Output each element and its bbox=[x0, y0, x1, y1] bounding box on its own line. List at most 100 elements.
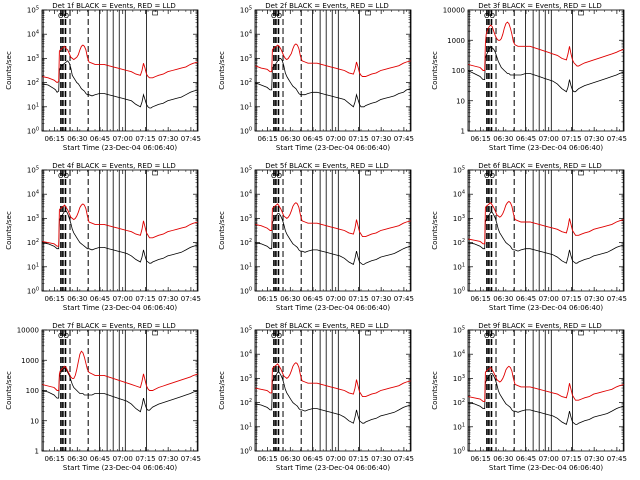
lld-series-red bbox=[467, 200, 625, 245]
x-tick-label: 07:30 bbox=[158, 455, 178, 463]
x-tick-label: 07:15 bbox=[561, 455, 581, 463]
y-tick-label: 101 bbox=[27, 102, 39, 111]
y-tick-label: 100 bbox=[240, 287, 252, 296]
oo-marker-text: OO bbox=[484, 12, 496, 20]
box-marker bbox=[365, 330, 371, 336]
y-tick-label: 102 bbox=[453, 238, 465, 247]
y-axis-label: Counts/sec bbox=[431, 51, 439, 90]
panel-title: Det 9f BLACK = Events, RED = LLD bbox=[478, 322, 601, 330]
x-tick-label: 07:15 bbox=[348, 135, 368, 143]
y-tick-label: 101 bbox=[453, 262, 465, 271]
x-tick-label: 07:45 bbox=[181, 455, 201, 463]
y-tick-label: 10000 bbox=[443, 7, 465, 15]
panel-2: Det 2f BLACK = Events, RED = LLD Counts/s… bbox=[218, 2, 414, 152]
y-tick-label: 102 bbox=[240, 238, 252, 247]
lld-series-red bbox=[467, 21, 625, 71]
y-tick-label: 104 bbox=[240, 30, 252, 39]
x-tick-label: 07:45 bbox=[394, 295, 414, 303]
x-tick-label: 07:00 bbox=[539, 455, 559, 463]
x-tick-label: 06:15 bbox=[44, 295, 64, 303]
box-marker bbox=[152, 330, 158, 336]
y-tick-label: 104 bbox=[240, 350, 252, 359]
x-tick-label: 06:30 bbox=[67, 455, 87, 463]
x-tick-label: 06:15 bbox=[257, 455, 277, 463]
y-tick-label: 104 bbox=[27, 190, 39, 199]
box-marker bbox=[152, 170, 158, 176]
events-series-black bbox=[41, 60, 199, 109]
panel-4: Det 4f BLACK = Events, RED = LLD Counts/s… bbox=[5, 162, 201, 312]
x-tick-label: 07:45 bbox=[181, 135, 201, 143]
events-series-black bbox=[467, 211, 625, 264]
panel-7: Det 7f BLACK = Events, RED = LLD Counts/s… bbox=[5, 322, 201, 472]
x-tick-label: 07:15 bbox=[561, 135, 581, 143]
x-tick-label: 06:30 bbox=[280, 295, 300, 303]
x-tick-label: 06:30 bbox=[67, 135, 87, 143]
y-axis-label: Counts/sec bbox=[431, 371, 439, 410]
y-tick-label: 1 bbox=[35, 448, 39, 456]
x-tick-label: 06:30 bbox=[493, 455, 513, 463]
y-tick-label: 105 bbox=[240, 326, 252, 335]
box-marker bbox=[578, 10, 584, 16]
y-tick-label: 100 bbox=[240, 127, 252, 136]
x-tick-label: 06:15 bbox=[470, 295, 490, 303]
x-axis-label: Start Time (23-Dec-04 06:06:40) bbox=[63, 304, 177, 312]
y-tick-label: 104 bbox=[27, 30, 39, 39]
events-series-black bbox=[41, 367, 199, 413]
x-tick-label: 07:15 bbox=[561, 295, 581, 303]
events-series-black bbox=[254, 213, 412, 265]
plot-frame bbox=[41, 329, 199, 452]
y-tick-label: 102 bbox=[27, 78, 39, 87]
box-marker bbox=[365, 10, 371, 16]
y-tick-label: 103 bbox=[27, 54, 39, 63]
y-tick-label: 103 bbox=[453, 214, 465, 223]
y-tick-label: 103 bbox=[27, 214, 39, 223]
y-tick-label: 1000 bbox=[21, 357, 39, 365]
events-series-black bbox=[254, 371, 412, 424]
x-axis-label: Start Time (23-Dec-04 06:06:40) bbox=[63, 144, 177, 152]
plot-frame bbox=[254, 9, 412, 132]
x-tick-label: 07:45 bbox=[607, 135, 627, 143]
y-tick-label: 100 bbox=[27, 287, 39, 296]
panel-9: Det 9f BLACK = Events, RED = LLD Counts/s… bbox=[431, 322, 627, 472]
x-axis-label: Start Time (23-Dec-04 06:06:40) bbox=[276, 464, 390, 472]
x-tick-label: 06:45 bbox=[303, 455, 323, 463]
y-tick-label: 102 bbox=[453, 398, 465, 407]
x-tick-label: 06:45 bbox=[516, 295, 536, 303]
oo-marker-text: OO bbox=[484, 332, 496, 340]
y-axis-label: Counts/sec bbox=[5, 371, 13, 410]
x-tick-label: 07:00 bbox=[539, 135, 559, 143]
x-tick-label: 07:15 bbox=[135, 295, 155, 303]
x-tick-label: 07:30 bbox=[584, 135, 604, 143]
panel-1: Det 1f BLACK = Events, RED = LLD Counts/s… bbox=[5, 2, 201, 152]
y-tick-label: 102 bbox=[27, 238, 39, 247]
x-tick-label: 07:45 bbox=[394, 455, 414, 463]
x-tick-label: 07:15 bbox=[135, 135, 155, 143]
y-tick-label: 105 bbox=[27, 6, 39, 15]
plot-frame bbox=[467, 169, 625, 292]
y-tick-label: 1000 bbox=[447, 37, 465, 45]
x-tick-label: 06:15 bbox=[257, 135, 277, 143]
y-tick-label: 105 bbox=[453, 326, 465, 335]
x-axis-label: Start Time (23-Dec-04 06:06:40) bbox=[489, 304, 603, 312]
y-tick-label: 101 bbox=[453, 422, 465, 431]
x-tick-label: 06:45 bbox=[516, 455, 536, 463]
plot-frame bbox=[254, 169, 412, 292]
box-marker bbox=[152, 10, 158, 16]
lld-series-red bbox=[254, 202, 412, 238]
oo-marker-text: OO bbox=[58, 172, 70, 180]
y-tick-label: 102 bbox=[240, 398, 252, 407]
y-tick-label: 102 bbox=[240, 78, 252, 87]
x-tick-label: 06:45 bbox=[303, 295, 323, 303]
y-tick-label: 105 bbox=[27, 166, 39, 175]
panel-title: Det 1f BLACK = Events, RED = LLD bbox=[52, 2, 175, 10]
y-tick-label: 101 bbox=[27, 262, 39, 271]
oo-marker-text: OO bbox=[58, 332, 70, 340]
lld-series-red bbox=[467, 365, 625, 402]
x-tick-label: 07:00 bbox=[326, 135, 346, 143]
x-tick-label: 07:30 bbox=[584, 455, 604, 463]
y-tick-label: 10 bbox=[456, 97, 465, 105]
x-tick-label: 06:15 bbox=[470, 135, 490, 143]
x-axis-label: Start Time (23-Dec-04 06:06:40) bbox=[276, 144, 390, 152]
x-tick-label: 06:30 bbox=[493, 295, 513, 303]
x-tick-label: 07:00 bbox=[326, 455, 346, 463]
